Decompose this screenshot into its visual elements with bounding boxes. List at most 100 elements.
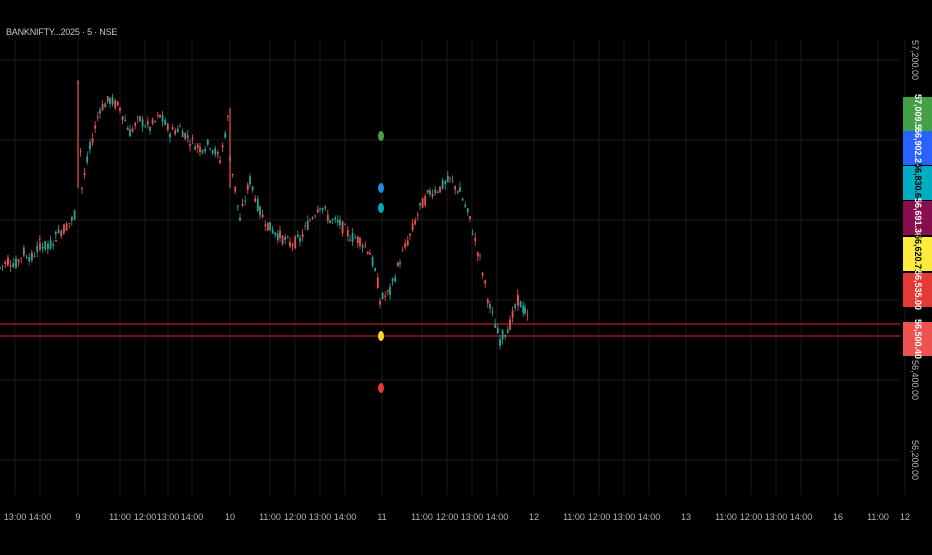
candle-body — [101, 104, 104, 111]
candle-body — [446, 176, 449, 183]
candle-body — [186, 135, 189, 139]
candle-body — [276, 233, 279, 240]
price-label-text: 57,009.57 — [913, 94, 923, 134]
candle-body — [439, 186, 441, 193]
candle-body — [419, 202, 421, 206]
candle-body — [31, 253, 33, 259]
candle-body — [369, 253, 371, 255]
candle-body — [299, 237, 301, 242]
candle-body — [256, 199, 259, 211]
candle-body — [149, 126, 151, 131]
candle-body — [184, 132, 187, 140]
candle-body — [329, 220, 331, 224]
price-label-box — [903, 97, 932, 131]
candle-body — [286, 236, 289, 238]
x-axis-tick-label: 11:00 — [411, 512, 433, 522]
candle-body — [384, 295, 387, 297]
candle-body — [124, 119, 127, 122]
candle-body — [236, 205, 239, 207]
candle-body — [111, 97, 114, 105]
candle-body — [481, 272, 484, 276]
candle-body — [241, 204, 244, 207]
candle-body — [289, 241, 291, 247]
candle-body — [324, 206, 327, 209]
x-axis-tick-label: 12:00 — [284, 512, 307, 522]
candle-body — [271, 229, 274, 234]
candle-body — [159, 114, 161, 118]
signal-marker — [378, 331, 384, 341]
candle-body — [486, 299, 489, 304]
candle-body — [239, 217, 241, 221]
candle-body — [171, 127, 174, 130]
y-axis-tick-label: 57,200.00 — [910, 40, 920, 80]
candle-body — [316, 209, 319, 213]
candle-body — [351, 232, 354, 242]
candle-body — [421, 198, 424, 208]
candle-body — [491, 311, 494, 313]
candle-body — [33, 256, 36, 258]
candle-body — [374, 268, 377, 271]
candle-body — [459, 187, 461, 192]
candle-body — [12, 263, 15, 268]
price-label-box — [903, 237, 932, 271]
candle-body — [269, 222, 271, 231]
x-axis-tick-label: 13:00 — [613, 512, 636, 522]
candle-body — [339, 219, 341, 226]
candle-body — [206, 139, 209, 145]
candle-body — [449, 177, 451, 179]
candle-body — [436, 191, 439, 193]
candle-body — [144, 125, 147, 127]
candle-body — [259, 206, 261, 216]
candle-body — [63, 224, 65, 233]
x-axis-tick-label: 12:00 — [134, 512, 157, 522]
candle-body — [476, 252, 479, 257]
x-axis-tick-label: 12:00 — [436, 512, 459, 522]
x-axis-tick-label: 12 — [900, 512, 910, 522]
candle-body — [526, 314, 529, 316]
candle-body — [116, 101, 119, 106]
candle-body — [169, 133, 171, 138]
candle-body — [469, 216, 471, 219]
candle-body — [36, 245, 39, 252]
candle-body — [381, 292, 384, 299]
candle-body — [346, 229, 349, 237]
price-label-text: 56,830.64 — [913, 163, 923, 203]
candle-body — [109, 98, 111, 104]
candle-body — [176, 128, 179, 132]
candle-body — [494, 324, 497, 328]
candle-body — [146, 121, 149, 125]
candle-body — [506, 329, 509, 334]
candle-body — [251, 186, 254, 191]
candle-body — [504, 335, 507, 337]
price-label-box — [903, 131, 932, 165]
x-axis-tick-label: 13 — [681, 512, 691, 522]
candle-body — [246, 184, 249, 190]
x-axis-tick-label: 14:00 — [334, 512, 357, 522]
x-axis-tick-label: 13:00 — [4, 512, 27, 522]
candle-body — [511, 310, 514, 318]
candle-body — [7, 257, 9, 265]
candle-body — [204, 148, 207, 152]
candle-body — [434, 189, 437, 194]
candle-body — [344, 224, 347, 226]
candle-body — [71, 217, 73, 219]
x-axis-tick-label: 11 — [377, 512, 386, 522]
symbol-title: BANKNIFTY...2025 · 5 · NSE — [6, 27, 118, 37]
candle-body — [489, 304, 491, 309]
candle-body — [104, 103, 107, 108]
candle-body — [134, 122, 137, 126]
candle-body — [424, 196, 427, 206]
x-axis-tick-label: 11:00 — [563, 512, 585, 522]
candle-body — [0, 267, 1, 269]
candle-body — [301, 234, 304, 238]
candle-body — [519, 301, 522, 308]
y-axis-tick-label: 56,200.00 — [910, 440, 920, 480]
candle-body — [399, 262, 401, 265]
candle-body — [354, 237, 357, 239]
candle-body — [484, 280, 487, 284]
signal-marker — [378, 131, 384, 141]
candle-body — [471, 233, 474, 235]
x-axis-tick-label: 13:00 — [765, 512, 788, 522]
